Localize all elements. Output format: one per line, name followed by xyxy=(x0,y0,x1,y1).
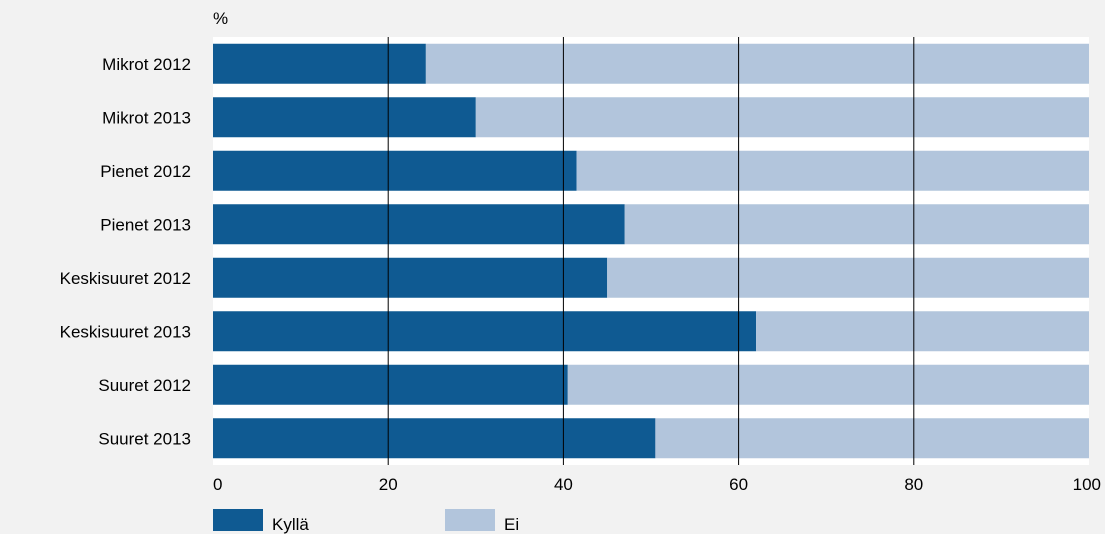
bar-kylla-2 xyxy=(213,150,577,191)
legend: Kyllä Ei xyxy=(213,509,519,534)
category-label: Pienet 2013 xyxy=(100,215,191,234)
bar-kylla-4 xyxy=(213,257,608,298)
bars-group xyxy=(213,43,1089,459)
bar-ei-4 xyxy=(607,257,1089,298)
bar-ei-1 xyxy=(475,97,1089,138)
category-label: Suuret 2012 xyxy=(98,376,191,395)
unit-label: % xyxy=(213,9,228,28)
bar-kylla-7 xyxy=(213,418,656,459)
bar-kylla-6 xyxy=(213,364,568,405)
bar-kylla-5 xyxy=(213,311,757,352)
category-label: Mikrot 2012 xyxy=(102,55,191,74)
category-labels-group: Mikrot 2012 Mikrot 2013 Pienet 2012 Pienet … xyxy=(60,55,191,449)
x-tick-label: 20 xyxy=(379,475,398,494)
bar-ei-6 xyxy=(567,364,1089,405)
category-label: Keskisuuret 2013 xyxy=(60,322,191,341)
category-label: Mikrot 2013 xyxy=(102,108,191,127)
bar-kylla-1 xyxy=(213,97,476,138)
x-tick-label: 60 xyxy=(729,475,748,494)
bar-ei-5 xyxy=(756,311,1089,352)
bar-kylla-3 xyxy=(213,204,625,245)
x-tick-label: 100 xyxy=(1073,475,1101,494)
gridlines-group xyxy=(387,37,915,465)
bar-ei-3 xyxy=(624,204,1089,245)
bar-ei-0 xyxy=(425,43,1089,84)
legend-label-kylla: Kyllä xyxy=(272,515,309,534)
legend-label-ei: Ei xyxy=(504,515,519,534)
bar-ei-7 xyxy=(655,418,1089,459)
x-tick-label: 80 xyxy=(904,475,923,494)
legend-swatch-ei xyxy=(445,509,495,531)
bar-ei-2 xyxy=(576,150,1089,191)
tick-labels-group: 0 20 40 60 80 100 xyxy=(213,475,1101,494)
bar-kylla-0 xyxy=(213,43,426,84)
category-label: Keskisuuret 2012 xyxy=(60,269,191,288)
category-label: Suuret 2013 xyxy=(98,429,191,448)
x-tick-label: 40 xyxy=(554,475,573,494)
legend-swatch-kylla xyxy=(213,509,263,531)
x-tick-label: 0 xyxy=(213,475,222,494)
category-label: Pienet 2012 xyxy=(100,162,191,181)
